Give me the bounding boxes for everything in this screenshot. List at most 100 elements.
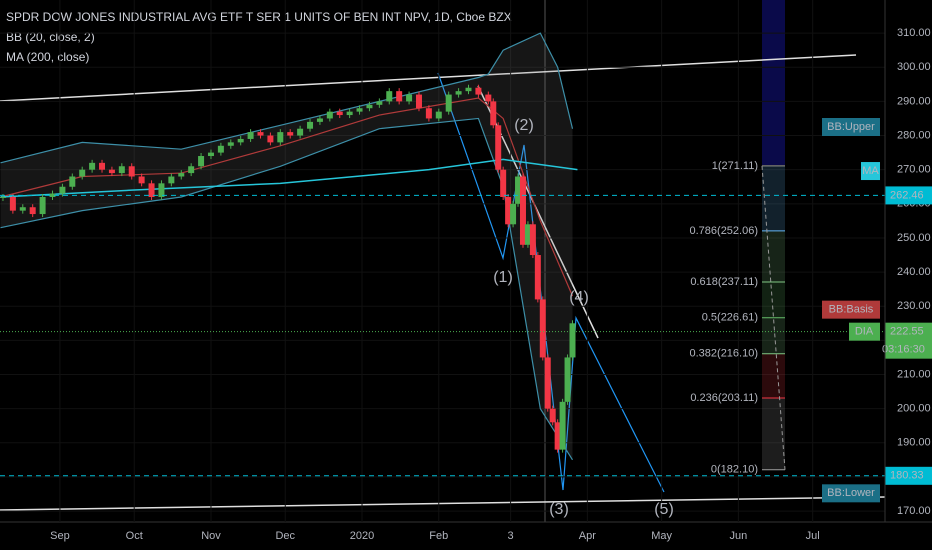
candle	[316, 118, 323, 122]
indicator-tag-label: BB:Upper	[827, 121, 875, 133]
candle	[59, 186, 66, 194]
fib-trend	[761, 165, 786, 470]
x-tick-label: May	[651, 530, 672, 542]
candle	[207, 152, 214, 157]
candle	[554, 422, 561, 450]
candle	[495, 125, 502, 170]
fib-zone	[762, 353, 785, 399]
chart-title: SPDR DOW JONES INDUSTRIAL AVG ETF T SER …	[6, 10, 512, 24]
x-tick-label: 2020	[350, 530, 374, 542]
candle	[217, 145, 224, 153]
candle	[534, 255, 541, 300]
candle	[366, 104, 373, 109]
candle	[515, 176, 522, 204]
candle	[415, 94, 422, 109]
candle	[406, 94, 413, 102]
indicator-tag	[822, 118, 880, 137]
fib-zone	[762, 0, 785, 165]
candle	[510, 203, 517, 225]
y-tick-label: 170.00	[897, 505, 931, 517]
candle	[79, 169, 86, 177]
y-tick-label: 270.00	[897, 164, 931, 176]
candle	[257, 132, 264, 136]
fib-zone	[762, 398, 785, 470]
y-tick-label: 280.00	[897, 129, 931, 141]
indicator-tag	[822, 300, 880, 319]
candle	[346, 111, 353, 116]
indicator-tag-label: BB:Lower	[827, 487, 875, 499]
fib-label: 0.618(237.11)	[690, 276, 758, 288]
candle	[227, 142, 234, 146]
candle	[39, 196, 46, 215]
fib-zone	[762, 317, 785, 354]
candle	[277, 132, 284, 143]
bb-lower-line	[0, 117, 574, 461]
x-tick-label: Sep	[50, 530, 70, 542]
candle	[237, 138, 244, 143]
x-tick-label: Jul	[806, 530, 820, 542]
candle	[524, 224, 531, 245]
candle	[445, 94, 452, 112]
candle	[108, 169, 115, 174]
candle	[138, 176, 145, 184]
candle	[336, 111, 343, 116]
wave-label: (1)	[493, 269, 513, 286]
indicator-label: BB (20, close, 2)	[6, 30, 95, 44]
candle	[500, 169, 507, 197]
y-tick-label: 310.00	[897, 27, 931, 39]
fib-label: 0.5(226.61)	[702, 312, 758, 324]
indicator-label: MA (200, close)	[6, 50, 89, 64]
fib-zone	[762, 230, 785, 282]
candle	[505, 196, 512, 225]
trend-line	[0, 496, 886, 511]
candle	[465, 87, 472, 92]
candle	[564, 357, 571, 402]
candle	[529, 224, 536, 256]
candle	[559, 401, 566, 450]
price-tag	[885, 186, 932, 205]
candle	[188, 166, 195, 174]
candle	[544, 357, 551, 409]
bb-fill	[0, 33, 573, 460]
candle	[435, 111, 442, 119]
candle	[307, 121, 314, 129]
candle	[168, 176, 175, 184]
ma-line	[0, 158, 578, 198]
price-tag	[885, 466, 932, 485]
x-tick-label: Feb	[429, 530, 448, 542]
y-tick-label: 300.00	[897, 61, 931, 73]
x-tick-label: Jun	[730, 530, 748, 542]
candle	[158, 183, 165, 197]
fib-label: 0.786(252.06)	[690, 225, 759, 237]
x-tick-label: Dec	[275, 530, 295, 542]
candle	[297, 128, 304, 136]
candle	[89, 162, 96, 170]
symbol-tag	[849, 322, 880, 341]
y-tick-label: 240.00	[897, 266, 931, 278]
fib-label: 0.382(216.10)	[690, 348, 759, 360]
candle	[539, 299, 546, 358]
candle	[29, 207, 36, 215]
candle	[128, 166, 135, 177]
x-tick-label: Nov	[201, 530, 221, 542]
symbol-label: DIA	[855, 326, 874, 338]
candle	[118, 166, 125, 174]
price-tag-label: 262.46	[890, 189, 924, 201]
candle	[267, 135, 274, 143]
wave-label: (3)	[549, 501, 569, 518]
indicator-tag-label: BB:Basis	[829, 304, 874, 316]
candle	[287, 132, 294, 136]
y-tick-label: 190.00	[897, 437, 931, 449]
fib-label: 1(271.11)	[712, 160, 758, 172]
candle	[376, 101, 383, 105]
candle	[148, 183, 155, 197]
candle	[475, 87, 482, 95]
y-tick-label: 200.00	[897, 403, 931, 415]
candle	[49, 193, 56, 197]
candle	[386, 91, 393, 102]
candle	[99, 162, 106, 170]
bb-basis-line	[0, 97, 574, 297]
candle	[569, 323, 576, 358]
candle	[9, 196, 16, 211]
